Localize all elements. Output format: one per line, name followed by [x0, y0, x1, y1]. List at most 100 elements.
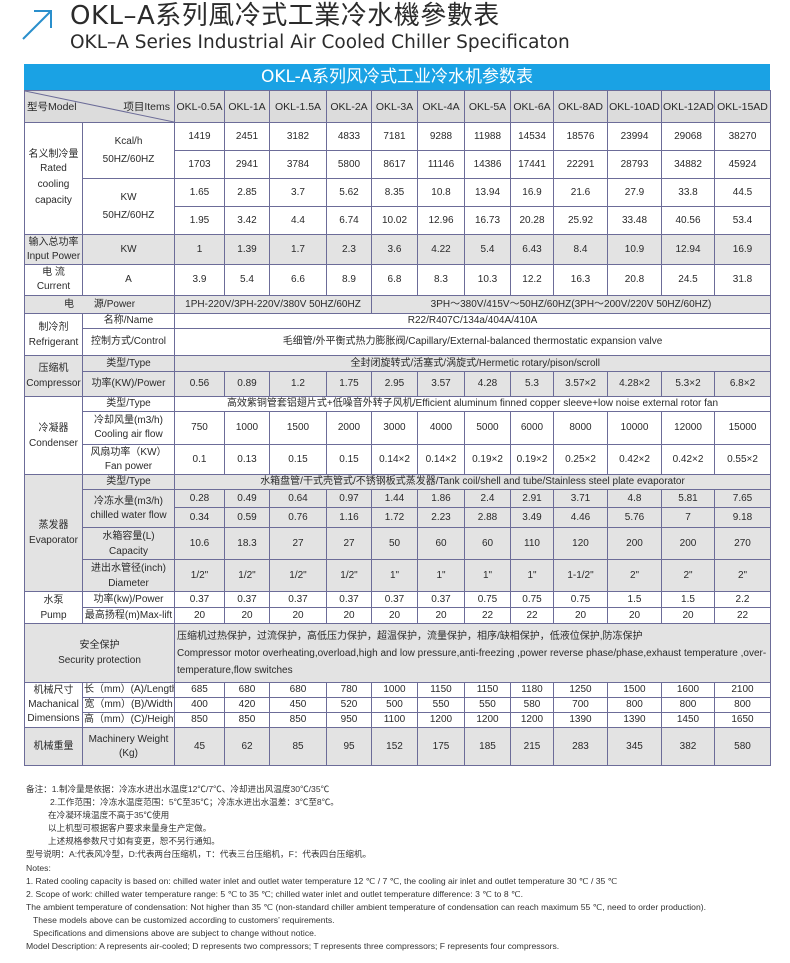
value-cell: 20.28: [510, 206, 554, 235]
value-cell: 0.49: [224, 489, 270, 508]
value-cell: 3.71: [553, 489, 608, 508]
value-cell: 550: [417, 697, 465, 713]
security-en: Security protection: [58, 655, 141, 666]
value-cell: 16.9: [510, 178, 554, 207]
value-cell: 3182: [269, 122, 327, 151]
value-cell: 2.4: [464, 489, 511, 508]
kw-unit-cell: KW 50HZ/60HZ: [82, 178, 175, 235]
value-cell: 20: [661, 607, 715, 624]
condenser-type-label: 类型/Type: [82, 396, 175, 412]
value-cell: 1000: [224, 411, 270, 445]
value-cell: 20: [224, 607, 270, 624]
value-cell: 1.5: [607, 591, 662, 608]
refrigerant-control: 毛细管/外平衡式热力膨胀阀/Capillary/External-balance…: [174, 328, 771, 356]
three-phase-power: 3PH～380V/415V～50HZ/60HZ(3PH～200V/220V 50…: [371, 295, 771, 314]
compressor-type: 全封闭旋转式/活塞式/涡旋式/Hermetic rotary/pison/scr…: [174, 355, 771, 372]
compressor-label: 压缩机 Compressor: [24, 355, 83, 397]
value-cell: 22: [464, 607, 511, 624]
value-cell: 1000: [371, 682, 418, 698]
value-cell: 1": [417, 559, 465, 592]
model-header-cell: OKL-0.5A: [174, 90, 225, 123]
note-line: These models above can be customized acc…: [33, 914, 335, 925]
note-line: The ambient temperature of condensation:…: [26, 901, 706, 912]
refrigerant-name: R22/R407C/134a/404A/410A: [174, 313, 771, 329]
value-cell: 1.16: [326, 507, 372, 528]
value-cell: 8000: [553, 411, 608, 445]
airflow-label: 冷却风量(m3/h) Cooling air flow: [82, 411, 175, 445]
value-cell: 1.5: [661, 591, 715, 608]
value-cell: 1390: [607, 712, 662, 728]
value-cell: 0.42×2: [661, 444, 715, 475]
value-cell: 270: [714, 527, 771, 560]
compressor-type-label: 类型/Type: [82, 355, 175, 372]
weight-label-zh: 机械重量: [24, 727, 83, 766]
condenser-zh: 冷凝器: [38, 422, 69, 434]
value-cell: 20: [269, 607, 327, 624]
diameter-zh: 进出水管径(inch): [90, 562, 166, 574]
value-cell: 85: [269, 727, 327, 766]
kw-unit: KW: [120, 191, 137, 203]
value-cell: 2.85: [224, 178, 270, 207]
evaporator-en: Evaporator: [29, 535, 78, 546]
value-cell: 680: [224, 682, 270, 698]
value-cell: 12000: [661, 411, 715, 445]
value-cell: 750: [174, 411, 225, 445]
value-cell: 3.42: [224, 206, 270, 235]
security-zh: 安全保护: [79, 640, 120, 651]
value-cell: 8.4: [553, 234, 608, 265]
power-supply-row: 电 源/Power 1PH-220V/3PH-220V/380V 50HZ/60…: [24, 295, 771, 314]
notes: 备注：1.制冷量是依据：冷冻水进出水温度12℃/7℃、冷却进出风温度30℃/35…: [26, 783, 706, 953]
value-cell: 800: [607, 697, 662, 713]
value-cell: 4.4: [269, 206, 327, 235]
refrigerant-label: 制冷剂 Refrigerant: [24, 313, 83, 356]
value-cell: 20: [417, 607, 465, 624]
value-cell: 7: [661, 507, 715, 528]
refrigerant-name-row: 制冷剂 Refrigerant 名称/Name R22/R407C/134a/40…: [24, 313, 771, 356]
value-cell: 2941: [224, 150, 270, 179]
value-cell: 0.37: [326, 591, 372, 608]
value-cell: 11988: [464, 122, 511, 151]
model-header-cell: OKL-12AD: [661, 90, 715, 123]
width-row: 宽（mm）(B)/Width 400 420 450 520 500 550 550 580 7…: [25, 697, 771, 713]
model-header-cell: OKL-3A: [371, 90, 418, 123]
model-header-cell: OKL-8AD: [553, 90, 608, 123]
value-cell: 9.18: [714, 507, 771, 528]
value-cell: 1.95: [174, 206, 225, 235]
value-cell: 2": [661, 559, 715, 592]
value-cell: 215: [510, 727, 554, 766]
refrigerant-control-row: 控制方式/Control 毛细管/外平衡式热力膨胀阀/Capillary/Ext…: [25, 328, 771, 356]
value-cell: 6.6: [269, 264, 327, 296]
power-label: 电 源/Power: [24, 295, 175, 314]
value-cell: 1": [371, 559, 418, 592]
value-cell: 2.3: [326, 234, 372, 265]
model-header-cell: OKL-15AD: [714, 90, 771, 123]
cooling-capacity-label: 名义制冷量 Rated cooling capacity: [24, 122, 83, 235]
value-cell: 1450: [661, 712, 715, 728]
value-cell: 20: [607, 607, 662, 624]
refrigerant-zh: 制冷剂: [38, 321, 69, 333]
pump-en: Pump: [40, 609, 67, 621]
water-flow-60-row: 0.34 0.59 0.76 1.16 1.72 2.23 2.88 3.49 4.46 5.76…: [25, 507, 771, 528]
evaporator-type-row: 蒸发器 Evaporator 类型/Type 水箱盘管/干式壳管式/不锈钢板式蒸发…: [24, 474, 771, 592]
value-cell: 9288: [417, 122, 465, 151]
value-cell: 8.9: [326, 264, 372, 296]
value-cell: 0.37: [371, 591, 418, 608]
value-cell: 12.94: [661, 234, 715, 265]
evaporator-zh: 蒸发器: [38, 520, 69, 531]
value-cell: 0.28: [174, 489, 225, 508]
length-row: 机械尺寸 Machanical Dimensions 长（mm）(A)/Length…: [24, 682, 771, 728]
security-text-zh: 压缩机过热保护，过流保护，高低压力保护，超温保护，流量保护，相序/缺相保护，低液…: [177, 630, 643, 642]
value-cell: 10.9: [607, 234, 662, 265]
value-cell: 2.2: [714, 591, 771, 608]
cooling-label-zh: 名义制冷量: [28, 148, 79, 160]
value-cell: 3.49: [510, 507, 554, 528]
value-cell: 0.59: [224, 507, 270, 528]
diameter-label: 进出水管径(inch) Diameter: [82, 559, 175, 592]
value-cell: 5.3×2: [661, 371, 715, 397]
value-cell: 1/2": [174, 559, 225, 592]
pump-zh: 水泵: [43, 594, 64, 606]
value-cell: 2.88: [464, 507, 511, 528]
note-line: 备注：1.制冷量是依据：冷冻水进出水温度12℃/7℃、冷却进出风温度30℃/35…: [26, 784, 330, 794]
value-cell: 950: [326, 712, 372, 728]
diameter-en: Diameter: [108, 577, 149, 589]
